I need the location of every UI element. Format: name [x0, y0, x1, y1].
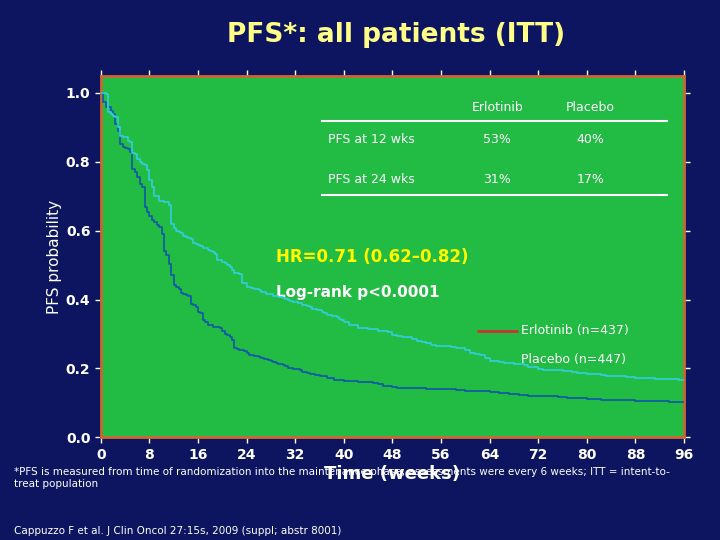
Text: *PFS is measured from time of randomization into the maintenance phase; assessme: *PFS is measured from time of randomizat… — [14, 467, 670, 489]
Text: PFS*: all patients (ITT): PFS*: all patients (ITT) — [227, 22, 565, 48]
X-axis label: Time (weeks): Time (weeks) — [325, 464, 460, 483]
Y-axis label: PFS probability: PFS probability — [47, 199, 62, 314]
Text: Placebo: Placebo — [566, 101, 615, 114]
Text: Erlotinib (n=437): Erlotinib (n=437) — [521, 324, 629, 337]
Text: PFS at 24 wks: PFS at 24 wks — [328, 173, 415, 186]
Text: Log-rank p<0.0001: Log-rank p<0.0001 — [276, 285, 439, 300]
Text: PFS at 12 wks: PFS at 12 wks — [328, 133, 415, 146]
Text: 40%: 40% — [577, 133, 605, 146]
Text: Cappuzzo F et al. J Clin Oncol 27:15s, 2009 (suppl; abstr 8001): Cappuzzo F et al. J Clin Oncol 27:15s, 2… — [14, 526, 342, 537]
Text: 17%: 17% — [577, 173, 605, 186]
Text: 53%: 53% — [483, 133, 511, 146]
Text: Placebo (n=447): Placebo (n=447) — [521, 353, 626, 366]
Text: HR=0.71 (0.62–0.82): HR=0.71 (0.62–0.82) — [276, 247, 468, 266]
Text: Erlotinib: Erlotinib — [472, 101, 523, 114]
Text: 31%: 31% — [484, 173, 511, 186]
